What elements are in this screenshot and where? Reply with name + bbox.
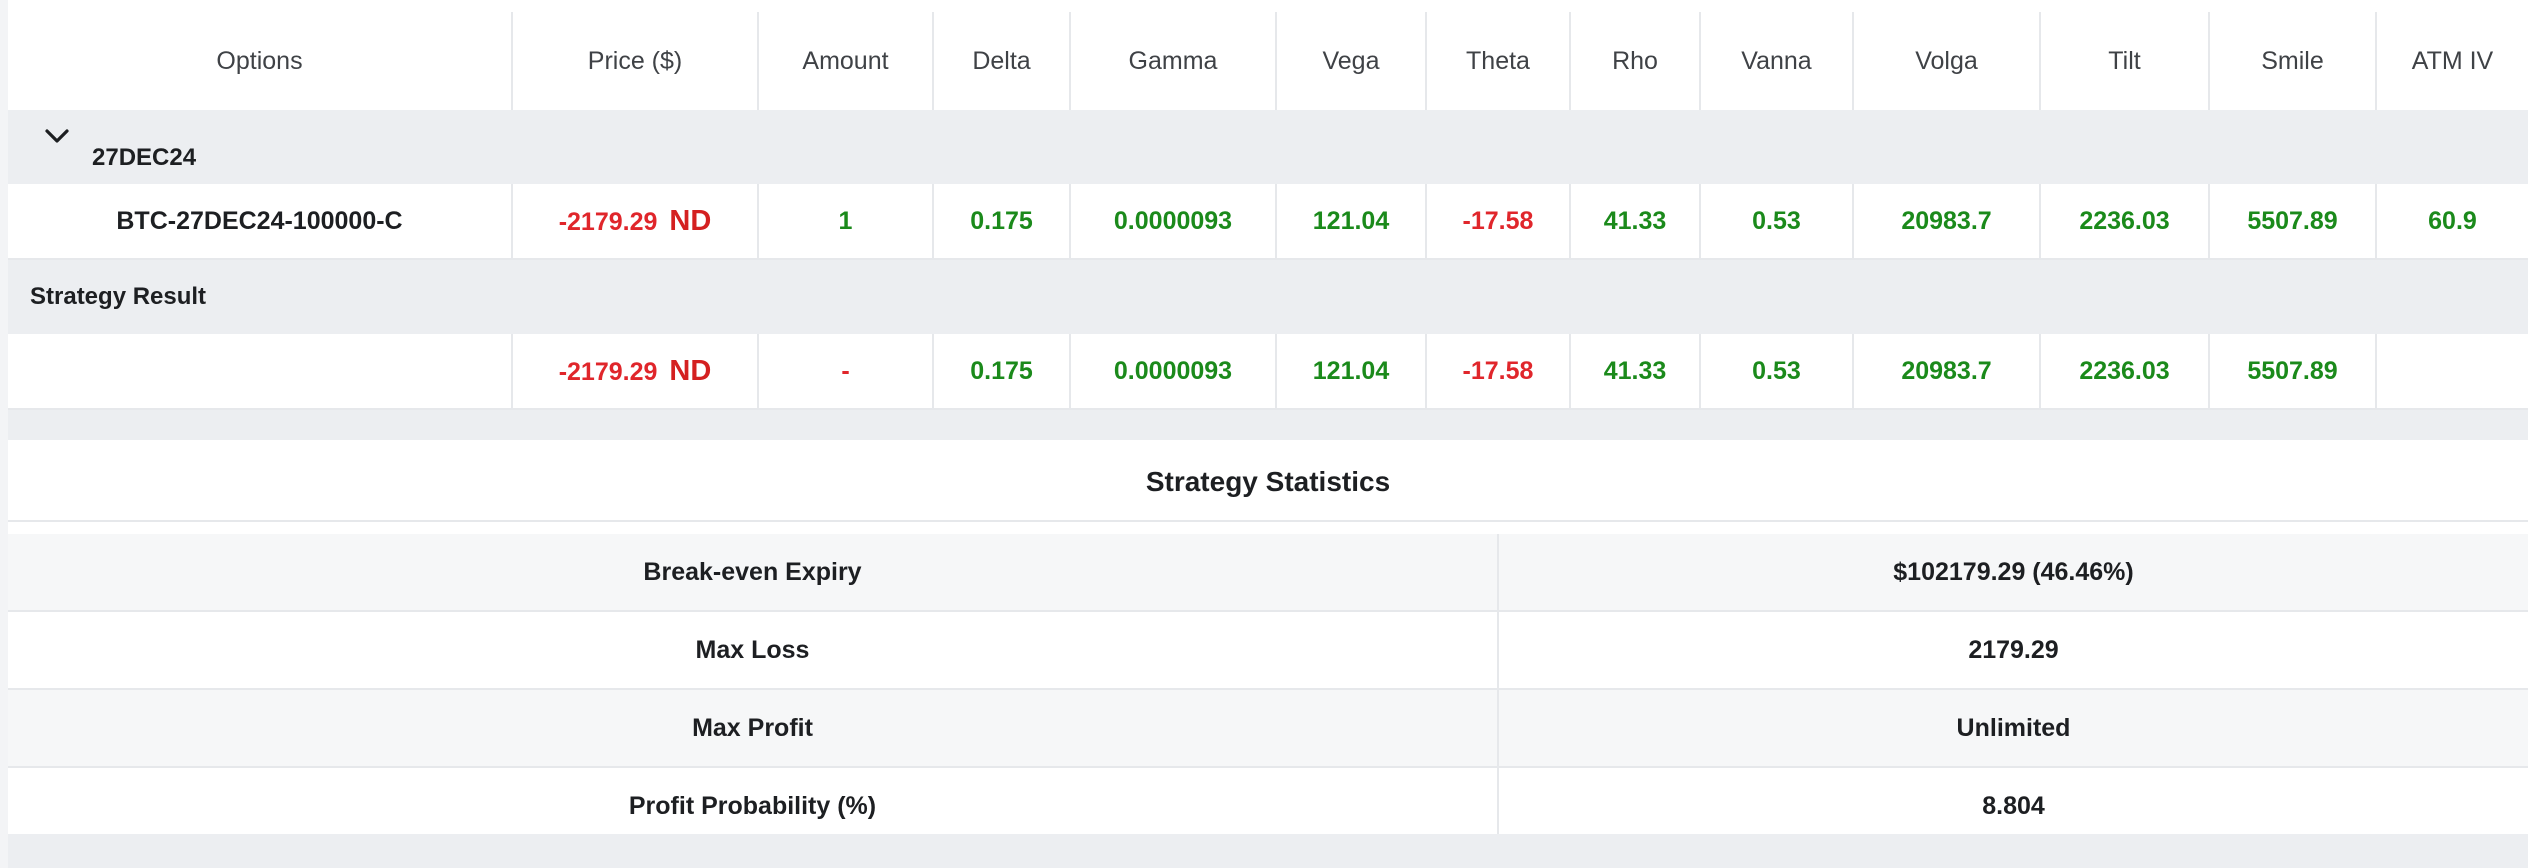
option-name-cell: BTC-27DEC24-100000-C <box>8 184 513 260</box>
table-spacer <box>8 409 2528 440</box>
strategy-name-cell <box>8 334 513 410</box>
strategy-result-row: -2179.29 ND - 0.175 0.0000093 121.04 -17.… <box>8 334 2528 410</box>
header-options[interactable]: Options <box>8 12 513 110</box>
stats-row: Break-even Expiry $102179.29 (46.46%) <box>8 534 2528 612</box>
expiry-group-label: 27DEC24 <box>92 144 197 171</box>
strategy-vega-cell: 121.04 <box>1276 334 1427 410</box>
header-rho[interactable]: Rho <box>1570 12 1701 110</box>
strategy-smile-cell: 5507.89 <box>2209 334 2377 410</box>
expiry-group-row[interactable]: 27DEC24 <box>8 110 2528 184</box>
strategy-price-cell: -2179.29 ND <box>512 334 759 410</box>
strategy-rho-cell: 41.33 <box>1570 334 1701 410</box>
header-gamma[interactable]: Gamma <box>1070 12 1277 110</box>
smile-cell: 5507.89 <box>2209 184 2377 260</box>
price-value: -2179.29 <box>558 207 658 236</box>
table-header-row: Options Price ($) Amount Delta Gamma Veg… <box>8 12 2528 110</box>
strategy-price-value: -2179.29 <box>558 357 658 386</box>
price-cell: -2179.29 ND <box>512 184 759 260</box>
header-theta[interactable]: Theta <box>1426 12 1571 110</box>
stats-value: Unlimited <box>1498 689 2528 768</box>
left-edge <box>0 0 8 868</box>
strategy-gamma-cell: 0.0000093 <box>1070 334 1277 410</box>
vanna-cell: 0.53 <box>1700 184 1854 260</box>
strategy-volga-cell: 20983.7 <box>1853 334 2041 410</box>
strategy-delta-cell: 0.175 <box>933 334 1071 410</box>
strategy-statistics-table: Break-even Expiry $102179.29 (46.46%) Ma… <box>8 534 2528 846</box>
strategy-theta-cell: -17.58 <box>1426 334 1571 410</box>
strategy-result-label: Strategy Result <box>8 259 2528 334</box>
stats-label: Profit Probability (%) <box>8 767 1499 846</box>
amount-cell[interactable]: 1 <box>758 184 934 260</box>
stats-row: Profit Probability (%) 8.804 <box>8 767 2528 846</box>
stats-value: 2179.29 <box>1498 611 2528 690</box>
vega-cell: 121.04 <box>1276 184 1427 260</box>
stats-value: $102179.29 (46.46%) <box>1498 534 2528 612</box>
header-delta[interactable]: Delta <box>933 12 1071 110</box>
header-volga[interactable]: Volga <box>1853 12 2041 110</box>
stats-label: Max Profit <box>8 689 1499 768</box>
greeks-table: Options Price ($) Amount Delta Gamma Veg… <box>8 12 2528 440</box>
volga-cell: 20983.7 <box>1853 184 2041 260</box>
gamma-cell: 0.0000093 <box>1070 184 1277 260</box>
table-row[interactable]: BTC-27DEC24-100000-C -2179.29 ND 1 0.175 … <box>8 184 2528 260</box>
stats-label: Max Loss <box>8 611 1499 690</box>
strategy-price-tag: ND <box>669 354 712 387</box>
header-tilt[interactable]: Tilt <box>2040 12 2210 110</box>
header-atm-iv[interactable]: ATM IV <box>2376 12 2528 110</box>
strategy-atm-iv-cell <box>2376 334 2528 410</box>
bottom-spacer <box>8 834 2528 868</box>
stats-label: Break-even Expiry <box>8 534 1499 612</box>
header-vega[interactable]: Vega <box>1276 12 1427 110</box>
strategy-amount-cell: - <box>758 334 934 410</box>
stats-row: Max Profit Unlimited <box>8 689 2528 768</box>
chevron-down-icon[interactable] <box>44 128 70 144</box>
strategy-tilt-cell: 2236.03 <box>2040 334 2210 410</box>
strategy-vanna-cell: 0.53 <box>1700 334 1854 410</box>
price-tag: ND <box>669 204 712 237</box>
header-smile[interactable]: Smile <box>2209 12 2377 110</box>
stats-row: Max Loss 2179.29 <box>8 611 2528 690</box>
header-amount[interactable]: Amount <box>758 12 934 110</box>
strategy-statistics-title: Strategy Statistics <box>8 444 2528 522</box>
theta-cell: -17.58 <box>1426 184 1571 260</box>
atm-iv-cell: 60.9 <box>2376 184 2528 260</box>
tilt-cell: 2236.03 <box>2040 184 2210 260</box>
header-price[interactable]: Price ($) <box>512 12 759 110</box>
delta-cell: 0.175 <box>933 184 1071 260</box>
expiry-group-cell: 27DEC24 <box>8 110 2528 184</box>
rho-cell: 41.33 <box>1570 184 1701 260</box>
strategy-result-header-row: Strategy Result <box>8 259 2528 334</box>
header-vanna[interactable]: Vanna <box>1700 12 1854 110</box>
